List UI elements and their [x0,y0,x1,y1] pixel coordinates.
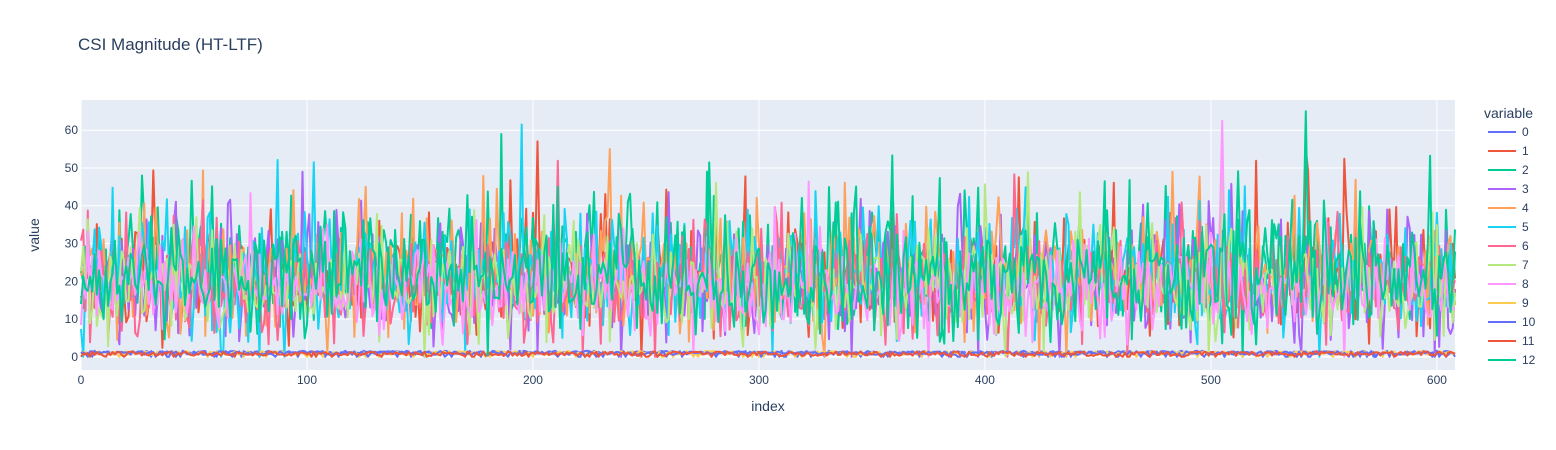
series-line-11[interactable] [80,350,1456,358]
legend-item-1[interactable]: 1 [1522,144,1529,158]
legend-item-12[interactable]: 12 [1522,353,1536,367]
x-tick-label: 0 [78,373,85,387]
legend-item-8[interactable]: 8 [1522,277,1529,291]
x-tick-label: 200 [523,373,543,387]
legend-item-11[interactable]: 11 [1522,334,1535,348]
series-layer [80,110,1456,358]
x-axis-title: index [751,398,784,414]
legend-item-7[interactable]: 7 [1522,258,1529,272]
legend-item-2[interactable]: 2 [1522,163,1529,177]
legend-item-3[interactable]: 3 [1522,182,1529,196]
x-tick-label: 600 [1427,373,1447,387]
x-tick-label: 400 [975,373,995,387]
legend-item-6[interactable]: 6 [1522,239,1529,253]
x-tick-label: 100 [297,373,317,387]
y-axis-title: value [26,218,42,252]
y-tick-label: 50 [65,161,79,175]
legend-item-0[interactable]: 0 [1522,125,1529,139]
y-tick-label: 10 [65,312,79,326]
legend-item-9[interactable]: 9 [1522,296,1529,310]
x-tick-label: 300 [749,373,769,387]
chart-title: CSI Magnitude (HT-LTF) [78,35,263,54]
x-axis-ticks: 0 100 200 300 400 500 600 [78,373,1448,387]
y-tick-label: 0 [71,350,78,364]
legend-item-4[interactable]: 4 [1522,201,1529,215]
series-line-12[interactable] [80,110,1456,357]
legend-item-5[interactable]: 5 [1522,220,1529,234]
y-tick-label: 40 [65,199,79,213]
y-tick-label: 30 [65,236,79,250]
legend-title: variable [1484,105,1533,121]
y-tick-label: 60 [65,123,79,137]
y-axis-ticks: 0 10 20 30 40 50 60 [65,123,79,364]
x-tick-label: 500 [1201,373,1221,387]
y-tick-label: 20 [65,274,79,288]
legend-item-10[interactable]: 10 [1522,315,1536,329]
